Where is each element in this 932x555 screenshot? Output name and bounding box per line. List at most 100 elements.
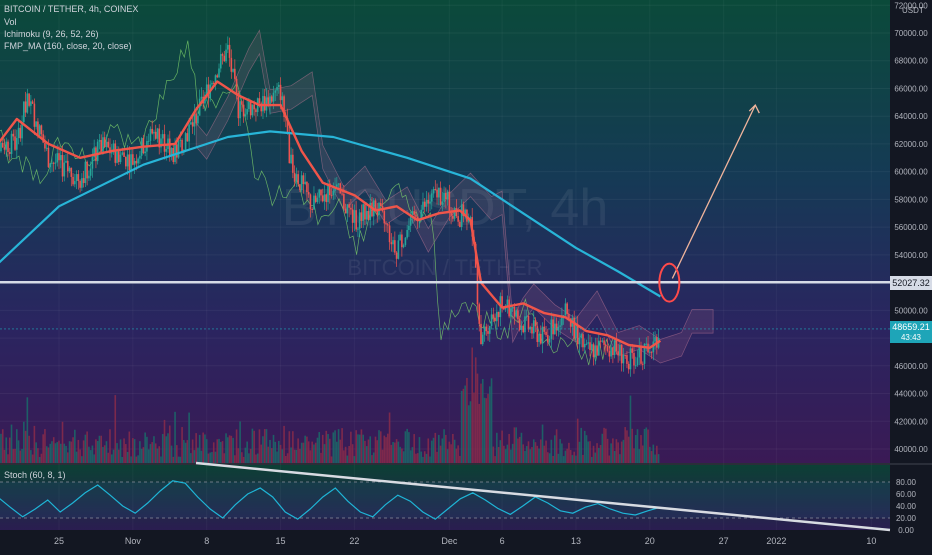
candle-body <box>591 344 593 350</box>
volume-bar <box>262 436 264 463</box>
candle-body <box>137 159 139 164</box>
volume-bar <box>436 452 438 463</box>
candle-body <box>623 355 625 364</box>
volume-bar <box>32 455 34 463</box>
candle-body <box>338 183 340 184</box>
candle-body <box>246 109 248 114</box>
candle-body <box>587 342 589 343</box>
volume-bar <box>459 456 461 463</box>
volume-bar <box>71 442 73 463</box>
volume-bar <box>125 444 127 463</box>
volume-bar <box>299 449 301 463</box>
candle-body <box>195 113 197 123</box>
candle-body <box>621 345 623 364</box>
candle-body <box>436 190 438 198</box>
candle-body <box>27 93 29 112</box>
candle-body <box>617 351 619 355</box>
candle-body <box>292 155 294 173</box>
volume-bar <box>16 429 18 463</box>
volume-bar <box>303 443 305 463</box>
volume-bar <box>638 449 640 463</box>
candle-body <box>301 175 303 190</box>
candle-body <box>487 331 489 334</box>
candle-body <box>445 193 447 200</box>
candle-body <box>394 240 396 252</box>
volume-bar <box>512 444 514 463</box>
volume-bar <box>97 441 99 463</box>
volume-bar <box>382 450 384 463</box>
volume-bar <box>376 440 378 463</box>
candle-body <box>586 344 588 345</box>
candle-body <box>489 326 491 334</box>
candle-body <box>633 353 635 366</box>
volume-bar <box>280 445 282 463</box>
volume-bar <box>426 454 428 463</box>
volume-bar <box>450 444 452 463</box>
volume-bar <box>99 436 101 463</box>
candle-body <box>155 132 157 139</box>
volume-bar <box>491 378 493 463</box>
volume-bar <box>656 446 658 463</box>
volume-bar <box>582 455 584 463</box>
volume-bar <box>208 454 210 463</box>
volume-bar <box>624 427 626 463</box>
volume-bar <box>480 384 482 463</box>
volume-bar <box>278 441 280 463</box>
stoch-tick-label: 80.00 <box>896 478 917 487</box>
volume-bar <box>290 447 292 463</box>
candle-body <box>361 212 363 220</box>
y-tick-label: 58000.00 <box>894 195 928 204</box>
candle-body <box>34 104 36 127</box>
volume-bar <box>466 378 468 463</box>
volume-bar <box>155 443 157 463</box>
volume-bar <box>239 421 241 463</box>
volume-bar <box>368 440 370 463</box>
ichimoku-legend: Ichimoku (9, 26, 52, 26) <box>4 29 99 39</box>
volume-bar <box>157 448 159 463</box>
volume-bar <box>199 435 201 463</box>
candle-body <box>90 169 92 176</box>
volume-bar <box>398 442 400 463</box>
volume-bar <box>354 456 356 463</box>
volume-bar <box>206 439 208 463</box>
candle-body <box>311 209 313 210</box>
volume-bar <box>549 453 551 463</box>
volume-bar <box>369 436 371 463</box>
candle-body <box>357 229 359 230</box>
volume-bar <box>375 437 377 463</box>
volume-bar <box>276 452 278 463</box>
volume-bar <box>540 439 542 463</box>
volume-bar <box>271 448 273 463</box>
candle-body <box>259 98 261 103</box>
candle-body <box>628 364 630 369</box>
candle-body <box>325 194 327 202</box>
volume-bar <box>187 440 189 463</box>
volume-bar <box>586 435 588 463</box>
candle-body <box>366 211 368 219</box>
candle-body <box>97 142 99 161</box>
volume-bar <box>471 348 473 463</box>
candle-body <box>526 316 528 317</box>
volume-bar <box>11 425 13 463</box>
candle-body <box>427 200 429 204</box>
candle-body <box>434 189 436 190</box>
candle-body <box>229 45 231 58</box>
candle-body <box>63 163 65 177</box>
volume-bar <box>477 374 479 463</box>
volume-bar <box>253 431 255 463</box>
stoch-tick-label: 60.00 <box>896 490 917 499</box>
candle-body <box>81 178 83 188</box>
candle-body <box>53 163 55 164</box>
candle-body <box>350 208 352 210</box>
volume-bar <box>633 448 635 463</box>
volume-bar <box>415 454 417 463</box>
candle-body <box>401 235 403 248</box>
volume-bar <box>148 449 150 463</box>
candle-body <box>5 142 7 150</box>
candle-body <box>92 157 94 168</box>
volume-bar <box>289 431 291 463</box>
volume-bar <box>522 444 524 463</box>
volume-bar <box>74 430 76 463</box>
candle-body <box>169 139 171 157</box>
